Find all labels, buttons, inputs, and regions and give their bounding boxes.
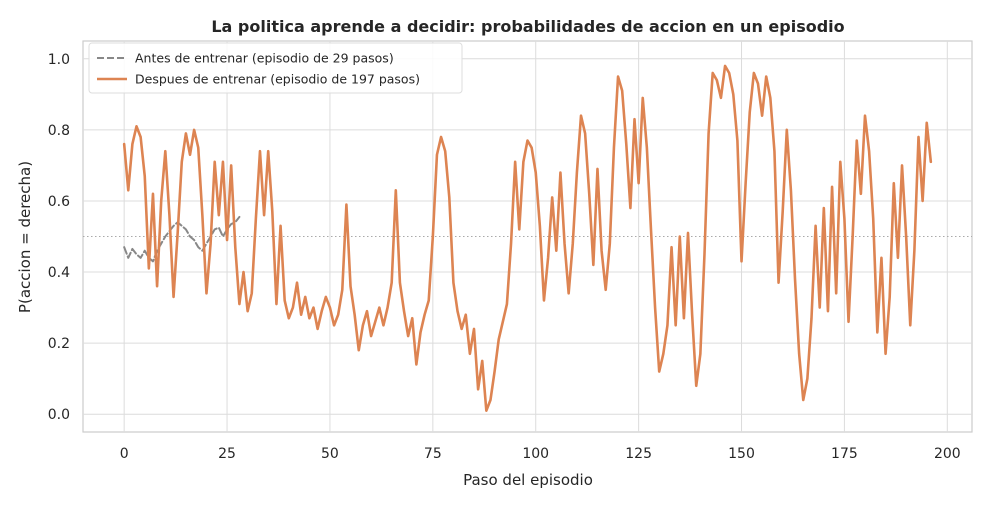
legend-label-before: Antes de entrenar (episodio de 29 pasos) — [135, 51, 394, 66]
x-tick-label: 0 — [120, 446, 129, 462]
x-tick-label: 200 — [934, 446, 961, 462]
y-tick-label: 0.6 — [48, 194, 70, 210]
y-tick-label: 1.0 — [48, 52, 70, 68]
series-line-before-training — [123, 215, 241, 263]
series-lines — [122, 64, 933, 412]
y-tick-label: 0.8 — [48, 123, 70, 139]
y-tick-label: 0.0 — [48, 407, 70, 423]
x-tick-label: 175 — [831, 446, 858, 462]
x-axis-label: Paso del episodio — [463, 471, 593, 489]
x-tick-label: 100 — [522, 446, 549, 462]
y-axis-label: P(accion = derecha) — [16, 161, 34, 313]
legend-box — [88, 42, 463, 94]
x-tick-label: 75 — [424, 446, 442, 462]
plot-area — [82, 40, 973, 433]
chart-title: La politica aprende a decidir: probabili… — [211, 17, 844, 36]
y-tick-label: 0.4 — [48, 265, 70, 281]
x-tick-label: 150 — [728, 446, 755, 462]
x-axis-ticks: 0 25 50 75 100 125 150 175 200 — [120, 446, 961, 462]
y-axis-ticks: 0.0 0.2 0.4 0.6 0.8 1.0 — [48, 52, 70, 423]
legend-label-after: Despues de entrenar (episodio de 197 pas… — [135, 72, 420, 87]
series-line-after-training — [122, 64, 933, 412]
y-tick-label: 0.2 — [48, 336, 70, 352]
x-tick-label: 25 — [218, 446, 236, 462]
grid-lines — [83, 41, 972, 432]
legend: Antes de entrenar (episodio de 29 pasos)… — [88, 42, 463, 94]
x-tick-label: 125 — [625, 446, 652, 462]
x-tick-label: 50 — [321, 446, 339, 462]
